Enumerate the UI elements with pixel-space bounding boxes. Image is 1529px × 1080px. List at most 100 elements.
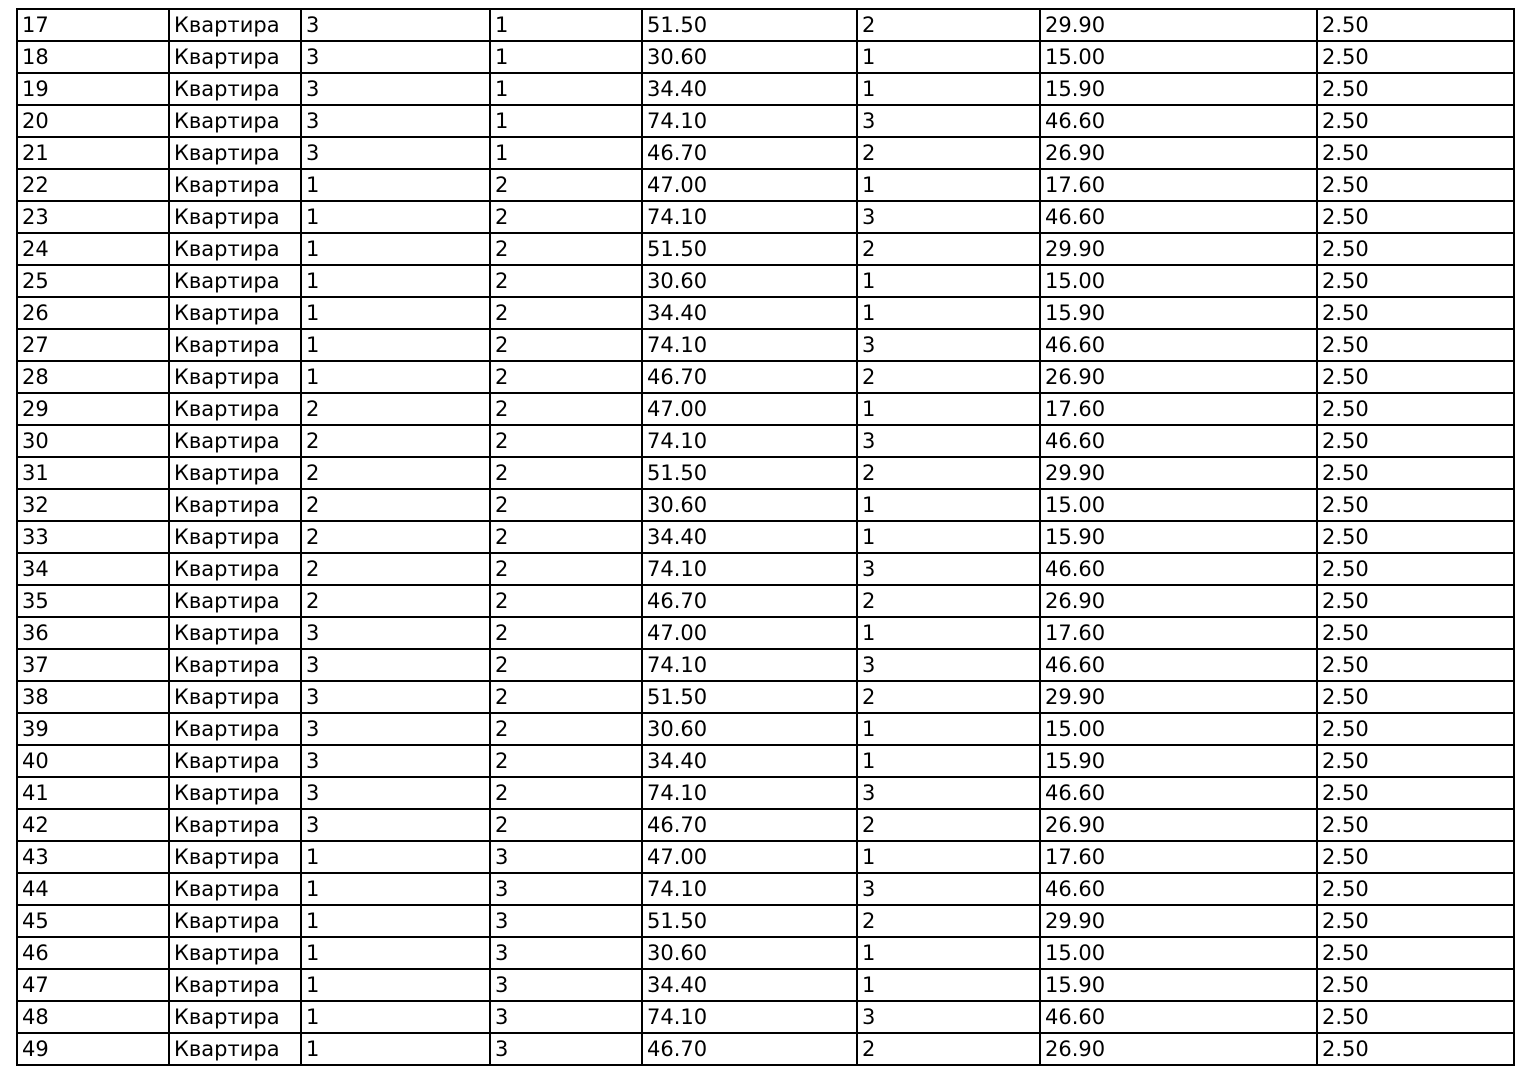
living-area-cell: 15.90	[1039, 72, 1318, 106]
table-row: 26 Квартира 1 2 34.40 1 15.90 2.50	[16, 296, 1515, 330]
rooms-cell: 2	[856, 584, 1041, 618]
living-area-cell: 15.00	[1039, 264, 1318, 298]
type-cell: Квартира	[168, 1000, 302, 1034]
ceiling-height-cell: 2.50	[1316, 1032, 1515, 1066]
table-row: 17 Квартира 3 1 51.50 2 29.90 2.50	[16, 8, 1515, 42]
type-cell: Квартира	[168, 456, 302, 490]
row-number-cell: 43	[16, 840, 170, 874]
living-area-cell: 46.60	[1039, 200, 1318, 234]
living-area-cell: 15.00	[1039, 488, 1318, 522]
type-cell: Квартира	[168, 552, 302, 586]
entrance-cell: 1	[300, 264, 491, 298]
rooms-cell: 2	[856, 808, 1041, 842]
ceiling-height-cell: 2.50	[1316, 552, 1515, 586]
row-number-cell: 41	[16, 776, 170, 810]
ceiling-height-cell: 2.50	[1316, 488, 1515, 522]
ceiling-height-cell: 2.50	[1316, 328, 1515, 362]
floor-cell: 3	[489, 872, 643, 906]
total-area-cell: 74.10	[641, 552, 858, 586]
floor-cell: 2	[489, 584, 643, 618]
row-number-cell: 40	[16, 744, 170, 778]
type-cell: Квартира	[168, 680, 302, 714]
floor-cell: 2	[489, 264, 643, 298]
entrance-cell: 3	[300, 40, 491, 74]
table-row: 30 Квартира 2 2 74.10 3 46.60 2.50	[16, 424, 1515, 458]
row-number-cell: 46	[16, 936, 170, 970]
row-number-cell: 38	[16, 680, 170, 714]
floor-cell: 1	[489, 136, 643, 170]
row-number-cell: 23	[16, 200, 170, 234]
rooms-cell: 3	[856, 328, 1041, 362]
table-row: 46 Квартира 1 3 30.60 1 15.00 2.50	[16, 936, 1515, 970]
type-cell: Квартира	[168, 40, 302, 74]
floor-cell: 2	[489, 200, 643, 234]
table-row: 43 Квартира 1 3 47.00 1 17.60 2.50	[16, 840, 1515, 874]
row-number-cell: 33	[16, 520, 170, 554]
type-cell: Квартира	[168, 488, 302, 522]
living-area-cell: 17.60	[1039, 392, 1318, 426]
floor-cell: 3	[489, 936, 643, 970]
entrance-cell: 1	[300, 328, 491, 362]
type-cell: Квартира	[168, 744, 302, 778]
living-area-cell: 15.90	[1039, 744, 1318, 778]
row-number-cell: 26	[16, 296, 170, 330]
entrance-cell: 3	[300, 616, 491, 650]
row-number-cell: 45	[16, 904, 170, 938]
table-row: 27 Квартира 1 2 74.10 3 46.60 2.50	[16, 328, 1515, 362]
living-area-cell: 46.60	[1039, 104, 1318, 138]
table-row: 32 Квартира 2 2 30.60 1 15.00 2.50	[16, 488, 1515, 522]
total-area-cell: 30.60	[641, 264, 858, 298]
rooms-cell: 2	[856, 456, 1041, 490]
living-area-cell: 17.60	[1039, 616, 1318, 650]
row-number-cell: 17	[16, 8, 170, 42]
apartment-table-body: 17 Квартира 3 1 51.50 2 29.90 2.50 18 Квартира 3 1 3…	[16, 8, 1515, 1066]
table-row: 31 Квартира 2 2 51.50 2 29.90 2.50	[16, 456, 1515, 490]
living-area-cell: 29.90	[1039, 904, 1318, 938]
entrance-cell: 1	[300, 904, 491, 938]
ceiling-height-cell: 2.50	[1316, 200, 1515, 234]
total-area-cell: 34.40	[641, 72, 858, 106]
living-area-cell: 29.90	[1039, 8, 1318, 42]
total-area-cell: 30.60	[641, 488, 858, 522]
rooms-cell: 1	[856, 392, 1041, 426]
living-area-cell: 26.90	[1039, 136, 1318, 170]
entrance-cell: 2	[300, 520, 491, 554]
type-cell: Квартира	[168, 520, 302, 554]
living-area-cell: 15.90	[1039, 968, 1318, 1002]
rooms-cell: 1	[856, 744, 1041, 778]
floor-cell: 3	[489, 904, 643, 938]
rooms-cell: 3	[856, 104, 1041, 138]
ceiling-height-cell: 2.50	[1316, 616, 1515, 650]
total-area-cell: 51.50	[641, 456, 858, 490]
floor-cell: 2	[489, 488, 643, 522]
type-cell: Квартира	[168, 296, 302, 330]
rooms-cell: 1	[856, 936, 1041, 970]
table-row: 21 Квартира 3 1 46.70 2 26.90 2.50	[16, 136, 1515, 170]
total-area-cell: 46.70	[641, 360, 858, 394]
living-area-cell: 46.60	[1039, 872, 1318, 906]
total-area-cell: 74.10	[641, 1000, 858, 1034]
living-area-cell: 26.90	[1039, 584, 1318, 618]
floor-cell: 2	[489, 296, 643, 330]
type-cell: Квартира	[168, 200, 302, 234]
floor-cell: 1	[489, 40, 643, 74]
table-row: 25 Квартира 1 2 30.60 1 15.00 2.50	[16, 264, 1515, 298]
row-number-cell: 20	[16, 104, 170, 138]
type-cell: Квартира	[168, 904, 302, 938]
row-number-cell: 34	[16, 552, 170, 586]
living-area-cell: 17.60	[1039, 168, 1318, 202]
floor-cell: 3	[489, 1000, 643, 1034]
rooms-cell: 1	[856, 840, 1041, 874]
entrance-cell: 3	[300, 648, 491, 682]
total-area-cell: 30.60	[641, 712, 858, 746]
entrance-cell: 1	[300, 360, 491, 394]
entrance-cell: 2	[300, 456, 491, 490]
entrance-cell: 2	[300, 424, 491, 458]
type-cell: Квартира	[168, 776, 302, 810]
row-number-cell: 49	[16, 1032, 170, 1066]
entrance-cell: 3	[300, 8, 491, 42]
table-row: 48 Квартира 1 3 74.10 3 46.60 2.50	[16, 1000, 1515, 1034]
table-row: 18 Квартира 3 1 30.60 1 15.00 2.50	[16, 40, 1515, 74]
floor-cell: 2	[489, 168, 643, 202]
